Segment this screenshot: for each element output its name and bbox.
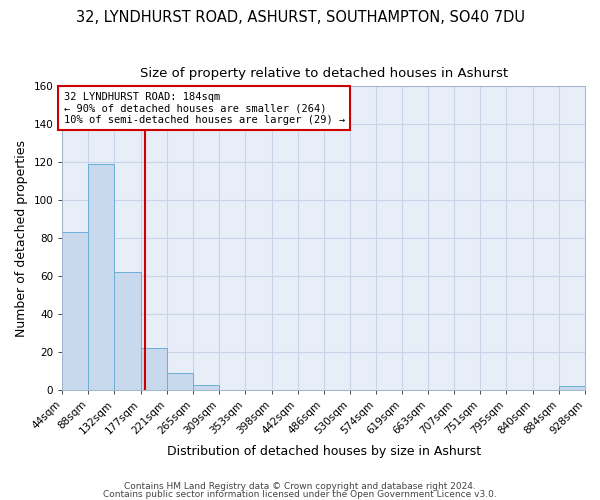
Y-axis label: Number of detached properties: Number of detached properties — [15, 140, 28, 336]
Bar — [559, 386, 585, 390]
Bar — [141, 348, 167, 391]
X-axis label: Distribution of detached houses by size in Ashurst: Distribution of detached houses by size … — [167, 444, 481, 458]
Text: Contains public sector information licensed under the Open Government Licence v3: Contains public sector information licen… — [103, 490, 497, 499]
Text: 32, LYNDHURST ROAD, ASHURST, SOUTHAMPTON, SO40 7DU: 32, LYNDHURST ROAD, ASHURST, SOUTHAMPTON… — [76, 10, 524, 25]
Bar — [62, 232, 88, 390]
Bar — [88, 164, 115, 390]
Text: 32 LYNDHURST ROAD: 184sqm
← 90% of detached houses are smaller (264)
10% of semi: 32 LYNDHURST ROAD: 184sqm ← 90% of detac… — [64, 92, 345, 124]
Title: Size of property relative to detached houses in Ashurst: Size of property relative to detached ho… — [140, 68, 508, 80]
Bar — [115, 272, 141, 390]
Bar — [167, 373, 193, 390]
Text: Contains HM Land Registry data © Crown copyright and database right 2024.: Contains HM Land Registry data © Crown c… — [124, 482, 476, 491]
Bar — [193, 384, 219, 390]
